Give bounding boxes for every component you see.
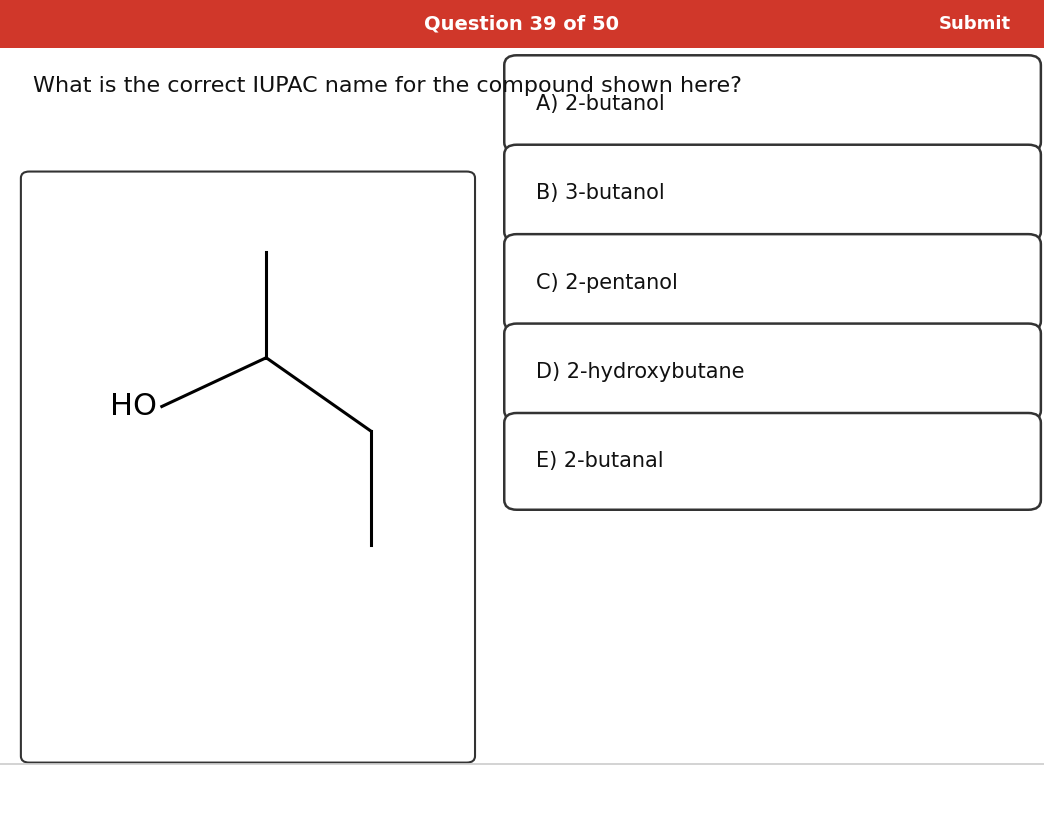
FancyBboxPatch shape (504, 145, 1041, 241)
Bar (0, 0, 1044, 48)
FancyBboxPatch shape (504, 324, 1041, 420)
Text: D) 2-hydroxybutane: D) 2-hydroxybutane (536, 362, 744, 382)
FancyBboxPatch shape (504, 234, 1041, 331)
FancyBboxPatch shape (21, 172, 475, 763)
FancyBboxPatch shape (504, 55, 1041, 152)
Text: HO: HO (110, 392, 157, 421)
Text: C) 2-pentanol: C) 2-pentanol (536, 272, 678, 293)
Text: Question 39 of 50: Question 39 of 50 (425, 15, 619, 33)
Text: A) 2-butanol: A) 2-butanol (536, 93, 664, 114)
Text: What is the correct IUPAC name for the compound shown here?: What is the correct IUPAC name for the c… (33, 76, 742, 97)
Text: B) 3-butanol: B) 3-butanol (536, 183, 664, 203)
Text: Submit: Submit (939, 15, 1011, 33)
FancyBboxPatch shape (504, 413, 1041, 510)
Text: E) 2-butanal: E) 2-butanal (536, 451, 663, 472)
